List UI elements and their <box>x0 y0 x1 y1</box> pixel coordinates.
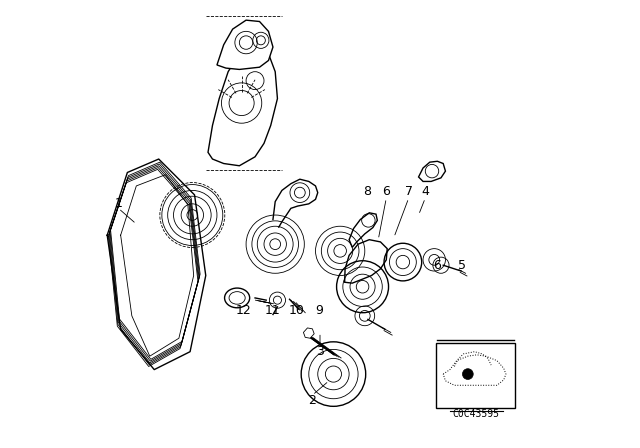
Text: 5: 5 <box>458 258 467 272</box>
Polygon shape <box>349 213 378 247</box>
Text: 12: 12 <box>236 303 252 317</box>
FancyBboxPatch shape <box>436 343 515 408</box>
Text: 8: 8 <box>363 185 371 198</box>
Polygon shape <box>345 240 387 283</box>
Text: 6: 6 <box>382 185 390 198</box>
Text: 11: 11 <box>265 303 281 317</box>
Circle shape <box>463 369 473 379</box>
Text: C0C43595: C0C43595 <box>452 409 499 419</box>
Text: 10: 10 <box>289 303 305 317</box>
Text: 9: 9 <box>315 303 323 317</box>
Polygon shape <box>208 45 278 166</box>
Text: 7: 7 <box>404 185 413 198</box>
Polygon shape <box>303 328 314 338</box>
Text: 6: 6 <box>433 258 442 272</box>
Ellipse shape <box>225 288 250 308</box>
Polygon shape <box>217 20 273 69</box>
Text: 1: 1 <box>115 197 122 211</box>
Text: 2: 2 <box>308 394 316 408</box>
Text: 4: 4 <box>421 185 429 198</box>
Text: 3: 3 <box>316 345 324 358</box>
Polygon shape <box>419 161 445 181</box>
